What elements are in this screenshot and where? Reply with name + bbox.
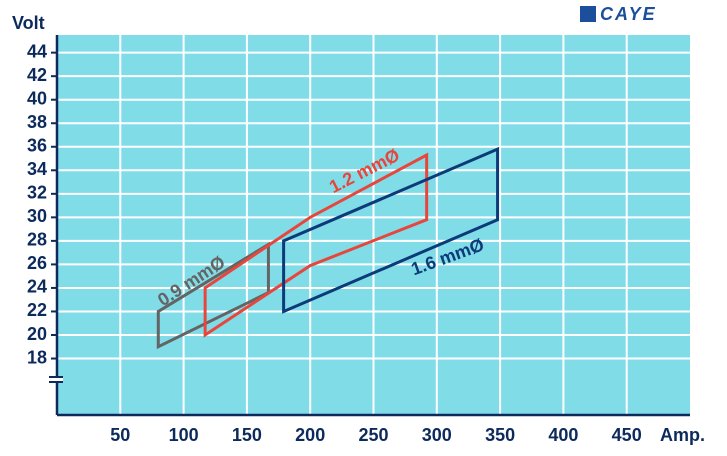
x-tick-label: 350 xyxy=(485,425,515,445)
x-tick-label: 200 xyxy=(295,425,325,445)
envelope xyxy=(203,152,429,338)
y-tick-label: 34 xyxy=(27,159,47,179)
logo: CAYE xyxy=(600,4,657,24)
y-tick-label: 20 xyxy=(27,324,47,344)
axis-break xyxy=(49,377,63,382)
y-tick-label: 42 xyxy=(27,65,47,85)
x-tick-label: 400 xyxy=(548,425,578,445)
x-tick-label: 150 xyxy=(232,425,262,445)
y-tick-label: 28 xyxy=(27,230,47,250)
x-tick-label: 50 xyxy=(110,425,130,445)
x-axis-label: Amp. xyxy=(660,425,705,445)
logo-icon xyxy=(580,6,596,22)
y-tick-label: 32 xyxy=(27,183,47,203)
envelope xyxy=(282,146,500,314)
x-tick-label: 100 xyxy=(169,425,199,445)
y-tick-label: 22 xyxy=(27,300,47,320)
x-tick-label: 300 xyxy=(422,425,452,445)
y-tick-label: 18 xyxy=(27,347,47,367)
y-tick-label: 26 xyxy=(27,253,47,273)
y-tick-label: 24 xyxy=(27,277,47,297)
y-tick-label: 30 xyxy=(27,206,47,226)
y-tick-label: 40 xyxy=(27,88,47,108)
x-tick-label: 450 xyxy=(612,425,642,445)
y-axis-label: Volt xyxy=(12,13,45,33)
y-tick-label: 44 xyxy=(27,41,47,61)
y-tick-label: 38 xyxy=(27,112,47,132)
x-tick-label: 250 xyxy=(358,425,388,445)
y-tick-label: 36 xyxy=(27,136,47,156)
